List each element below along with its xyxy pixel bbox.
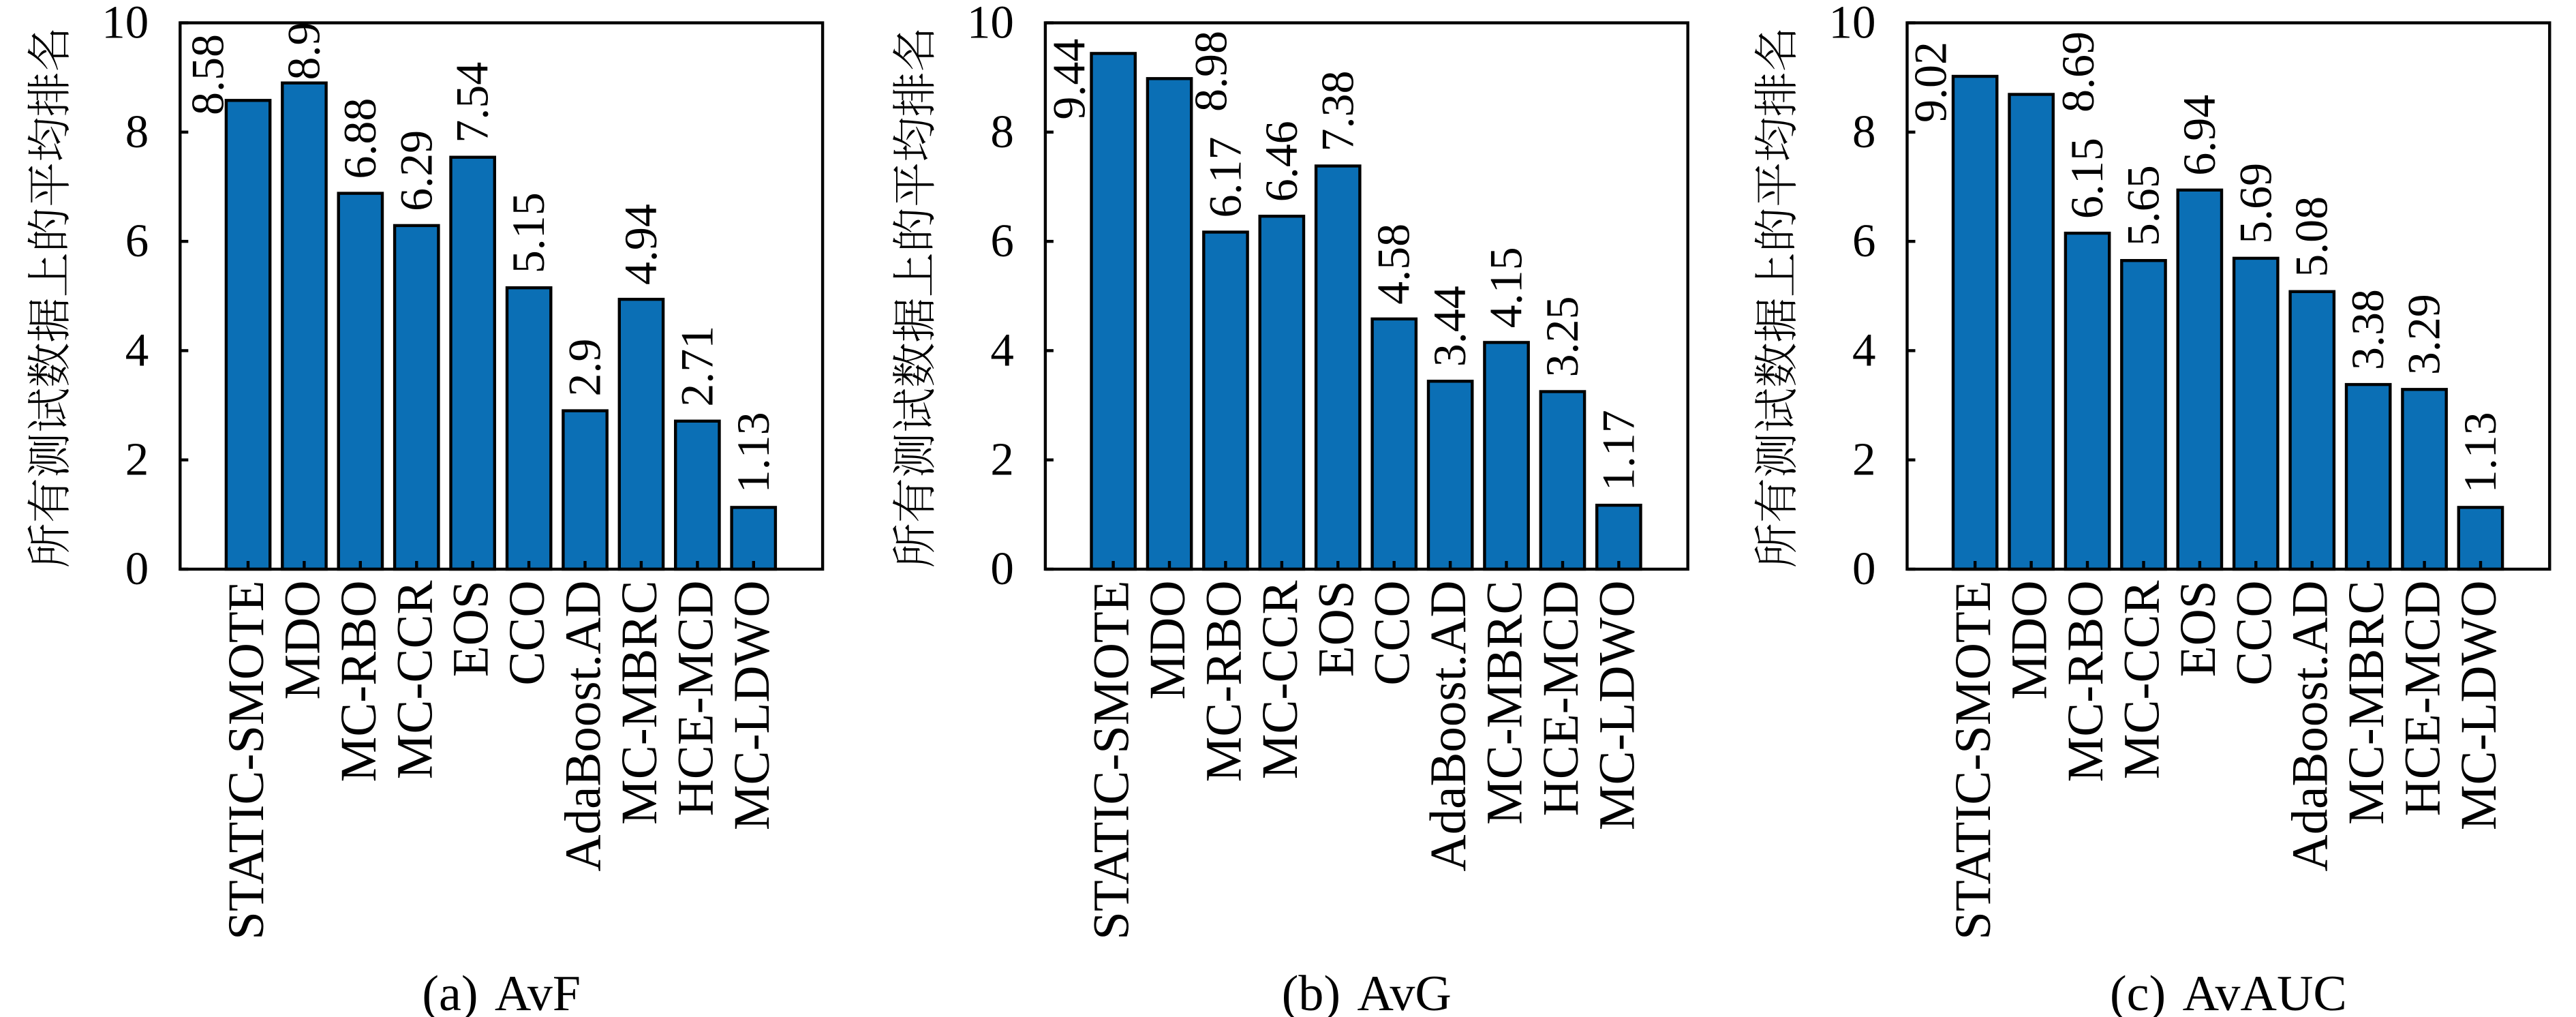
svg-text:EOS: EOS (443, 581, 500, 678)
svg-text:EOS: EOS (1308, 581, 1364, 678)
svg-text:MDO: MDO (274, 581, 331, 700)
svg-text:MC-MBRC: MC-MBRC (611, 581, 668, 825)
svg-text:6.29: 6.29 (390, 130, 442, 211)
svg-text:4: 4 (125, 324, 149, 376)
svg-text:5.15: 5.15 (502, 192, 554, 273)
svg-text:EOS: EOS (2170, 581, 2226, 678)
svg-text:3.38: 3.38 (2342, 289, 2393, 370)
svg-text:MC-CCR: MC-CCR (1252, 580, 1308, 779)
svg-text:4: 4 (990, 324, 1014, 376)
svg-text:CCO: CCO (1364, 581, 1421, 686)
svg-text:5.65: 5.65 (2117, 165, 2169, 246)
svg-text:10: 10 (967, 0, 1014, 48)
svg-text:5.69: 5.69 (2229, 163, 2281, 244)
svg-text:9.02: 9.02 (1905, 42, 1957, 123)
svg-text:MC-CCR: MC-CCR (2114, 581, 2171, 780)
svg-text:HCE-MCD: HCE-MCD (667, 581, 724, 817)
svg-text:MC-MBRC: MC-MBRC (1477, 581, 1533, 825)
svg-text:(c) AvAUC: (c) AvAUC (2110, 966, 2347, 1017)
svg-text:CCO: CCO (2226, 581, 2282, 686)
svg-text:1.13: 1.13 (2454, 412, 2506, 493)
svg-text:8.98: 8.98 (1185, 31, 1237, 112)
svg-text:6: 6 (990, 215, 1014, 267)
svg-text:1.17: 1.17 (1592, 410, 1644, 491)
svg-text:2.71: 2.71 (671, 326, 722, 407)
svg-text:6.94: 6.94 (2173, 95, 2225, 176)
svg-text:6: 6 (1852, 215, 1876, 267)
svg-text:6: 6 (125, 215, 149, 267)
svg-text:8: 8 (125, 106, 149, 157)
svg-text:HCE-MCD: HCE-MCD (1533, 581, 1589, 817)
svg-text:MC-RBO: MC-RBO (1195, 580, 1252, 782)
svg-text:0: 0 (1852, 543, 1876, 594)
svg-text:3.29: 3.29 (2398, 294, 2450, 375)
svg-text:HCE-MCD: HCE-MCD (2395, 581, 2451, 817)
svg-text:6.88: 6.88 (334, 98, 386, 179)
svg-text:8.69: 8.69 (2052, 31, 2104, 112)
svg-text:4.94: 4.94 (615, 204, 666, 285)
svg-text:AdaBoost.AD: AdaBoost.AD (2282, 581, 2339, 872)
svg-text:7.54: 7.54 (446, 62, 498, 143)
svg-text:8.9: 8.9 (277, 22, 329, 80)
svg-text:MC-MBRC: MC-MBRC (2338, 581, 2395, 825)
svg-text:MC-RBO: MC-RBO (331, 581, 387, 783)
svg-text:MC-CCR: MC-CCR (386, 581, 443, 780)
svg-text:2: 2 (1852, 434, 1876, 485)
svg-text:4: 4 (1852, 324, 1876, 376)
svg-text:3.44: 3.44 (1424, 286, 1475, 367)
svg-text:MC-LDWO: MC-LDWO (2451, 581, 2507, 831)
svg-text:(b) AvG: (b) AvG (1282, 966, 1452, 1017)
svg-text:2: 2 (125, 434, 149, 485)
svg-text:AdaBoost.AD: AdaBoost.AD (1420, 581, 1477, 872)
svg-text:5.08: 5.08 (2286, 196, 2337, 277)
svg-text:MDO: MDO (2002, 581, 2058, 700)
svg-text:6.17: 6.17 (1199, 137, 1251, 218)
svg-text:8: 8 (990, 106, 1014, 157)
svg-text:4.58: 4.58 (1368, 224, 1420, 305)
svg-text:7.38: 7.38 (1311, 71, 1363, 152)
svg-text:(a) AvF: (a) AvF (422, 966, 581, 1017)
svg-text:STATIC-SMOTE: STATIC-SMOTE (1084, 581, 1140, 940)
svg-text:AdaBoost.AD: AdaBoost.AD (555, 581, 612, 872)
svg-text:1.13: 1.13 (727, 412, 779, 493)
svg-text:0: 0 (990, 543, 1014, 594)
svg-text:0: 0 (125, 543, 149, 594)
svg-text:4.15: 4.15 (1480, 247, 1532, 328)
svg-text:2: 2 (990, 434, 1014, 485)
svg-text:6.46: 6.46 (1255, 121, 1307, 202)
svg-text:8.58: 8.58 (182, 34, 234, 115)
svg-text:CCO: CCO (499, 581, 555, 686)
svg-text:9.44: 9.44 (1043, 39, 1095, 120)
svg-text:3.25: 3.25 (1536, 297, 1588, 378)
svg-text:6.15: 6.15 (2061, 138, 2113, 219)
svg-text:10: 10 (102, 0, 149, 48)
svg-text:MC-RBO: MC-RBO (2057, 581, 2114, 783)
svg-text:MC-LDWO: MC-LDWO (724, 581, 780, 831)
svg-text:STATIC-SMOTE: STATIC-SMOTE (1945, 581, 2002, 940)
svg-text:2.9: 2.9 (559, 339, 611, 397)
svg-text:MC-LDWO: MC-LDWO (1589, 581, 1645, 831)
svg-text:10: 10 (1829, 0, 1876, 48)
svg-text:STATIC-SMOTE: STATIC-SMOTE (218, 581, 275, 940)
svg-text:8: 8 (1852, 106, 1876, 157)
svg-text:MDO: MDO (1139, 581, 1196, 700)
